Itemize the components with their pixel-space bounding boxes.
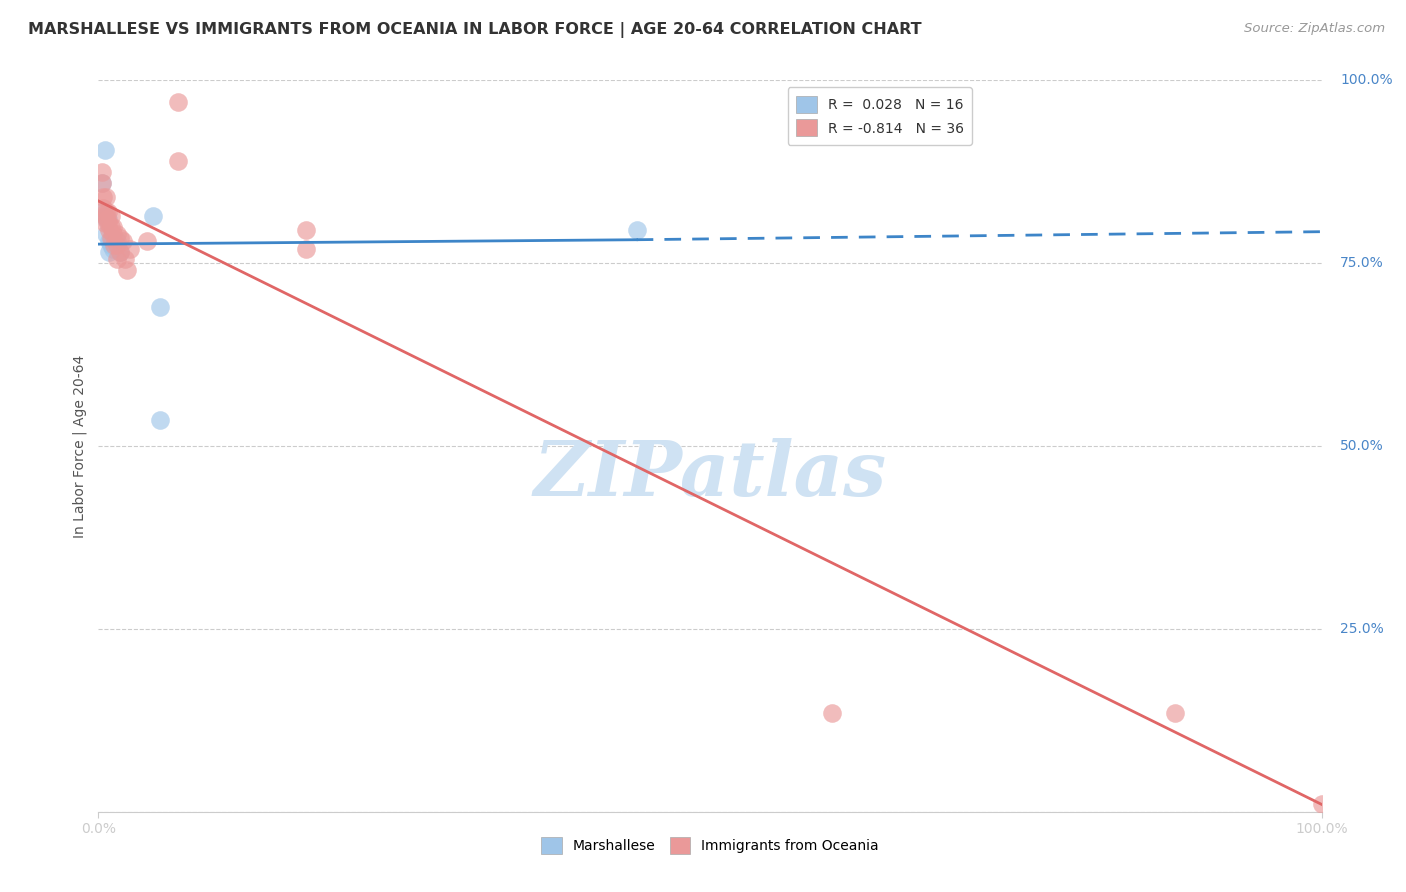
Point (101, 242, 124, 256)
Point (91, 176, 114, 190)
Point (626, 223, 648, 237)
Point (1164, 706, 1187, 720)
Point (91, 190, 114, 204)
Text: 100.0%: 100.0% (1340, 73, 1392, 87)
Point (105, 238, 128, 252)
Point (100, 209, 122, 223)
Point (101, 219, 124, 234)
Point (98, 234, 121, 248)
Point (96, 212, 118, 227)
Point (93, 143, 115, 157)
Point (97, 212, 120, 227)
Point (97, 205, 120, 219)
Text: 50.0%: 50.0% (1340, 439, 1384, 453)
Legend: Marshallese, Immigrants from Oceania: Marshallese, Immigrants from Oceania (536, 831, 884, 860)
Point (821, 706, 844, 720)
Point (94, 227, 117, 241)
Point (149, 300, 172, 314)
Point (93, 209, 115, 223)
Point (105, 252, 128, 267)
Point (136, 234, 159, 248)
Point (100, 230, 122, 244)
Point (120, 242, 142, 256)
Point (94, 190, 117, 204)
Point (167, 153, 190, 168)
Point (295, 242, 318, 256)
Y-axis label: In Labor Force | Age 20-64: In Labor Force | Age 20-64 (73, 354, 87, 538)
Point (105, 227, 128, 241)
Point (103, 238, 125, 252)
Point (167, 95, 190, 110)
Text: 25.0%: 25.0% (1340, 622, 1384, 636)
Point (110, 230, 132, 244)
Point (91, 164, 114, 178)
Point (101, 230, 124, 244)
Point (1310, 797, 1333, 812)
Point (94, 212, 117, 227)
Text: ZIPatlas: ZIPatlas (533, 438, 887, 512)
Point (115, 263, 138, 277)
Text: 75.0%: 75.0% (1340, 256, 1384, 270)
Point (98, 245, 121, 260)
Point (142, 209, 165, 223)
Point (101, 227, 124, 241)
Point (98, 223, 121, 237)
Point (94, 205, 117, 219)
Point (149, 413, 172, 427)
Point (111, 234, 134, 248)
Point (91, 205, 114, 219)
Point (110, 245, 132, 260)
Point (295, 223, 318, 237)
Point (91, 202, 114, 216)
Point (100, 219, 122, 234)
Point (114, 252, 136, 267)
Point (91, 176, 114, 190)
Text: MARSHALLESE VS IMMIGRANTS FROM OCEANIA IN LABOR FORCE | AGE 20-64 CORRELATION CH: MARSHALLESE VS IMMIGRANTS FROM OCEANIA I… (28, 22, 922, 38)
Text: Source: ZipAtlas.com: Source: ZipAtlas.com (1244, 22, 1385, 36)
Point (110, 245, 132, 260)
Point (97, 216, 120, 230)
Point (100, 238, 122, 252)
Point (93, 216, 115, 230)
Point (105, 234, 128, 248)
